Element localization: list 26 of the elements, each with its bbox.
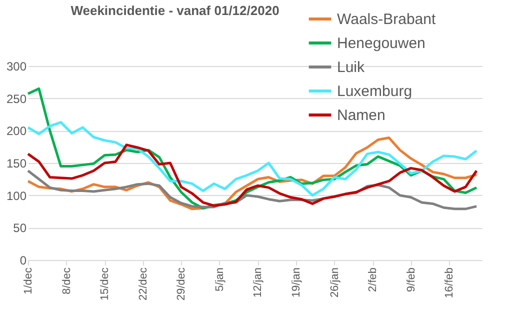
line-series	[26, 121, 478, 197]
legend-label: Henegouwen	[337, 35, 426, 52]
legend-label: Luxemburg	[337, 83, 412, 100]
x-tick-label: 22/dec	[137, 267, 150, 301]
chart-title: Weekincidentie - vanaf 01/12/2020	[70, 3, 280, 18]
legend-label: Luik	[337, 59, 366, 76]
y-tick-label: 250	[6, 92, 27, 106]
x-tick-label: 2/feb	[367, 268, 380, 292]
y-tick-label: 0	[20, 254, 27, 268]
x-tick-label: 9/feb	[405, 268, 418, 292]
y-tick-label: 100	[6, 188, 27, 203]
y-tick-label: 150	[6, 156, 27, 170]
legend-label: Namen	[337, 107, 386, 124]
x-tick-label: 1/dec	[22, 267, 34, 294]
x-tick-label: 15/dec	[99, 267, 112, 301]
y-tick-label: 200	[6, 124, 27, 138]
x-tick-label: 19/jan	[290, 268, 303, 298]
y-tick-label: 50	[13, 221, 27, 236]
x-tick-label: 5/jan	[214, 268, 226, 292]
legend-label: Waals-Brabant	[337, 11, 436, 28]
x-tick-label: 8/dec	[60, 267, 73, 294]
x-tick-label: 26/jan	[328, 268, 341, 298]
x-tick-label: 29/dec	[176, 267, 188, 301]
x-tick-label: 12/jan	[252, 268, 264, 298]
y-tick-label: 300	[6, 60, 27, 74]
x-tick-label: 16/feb	[444, 268, 456, 298]
